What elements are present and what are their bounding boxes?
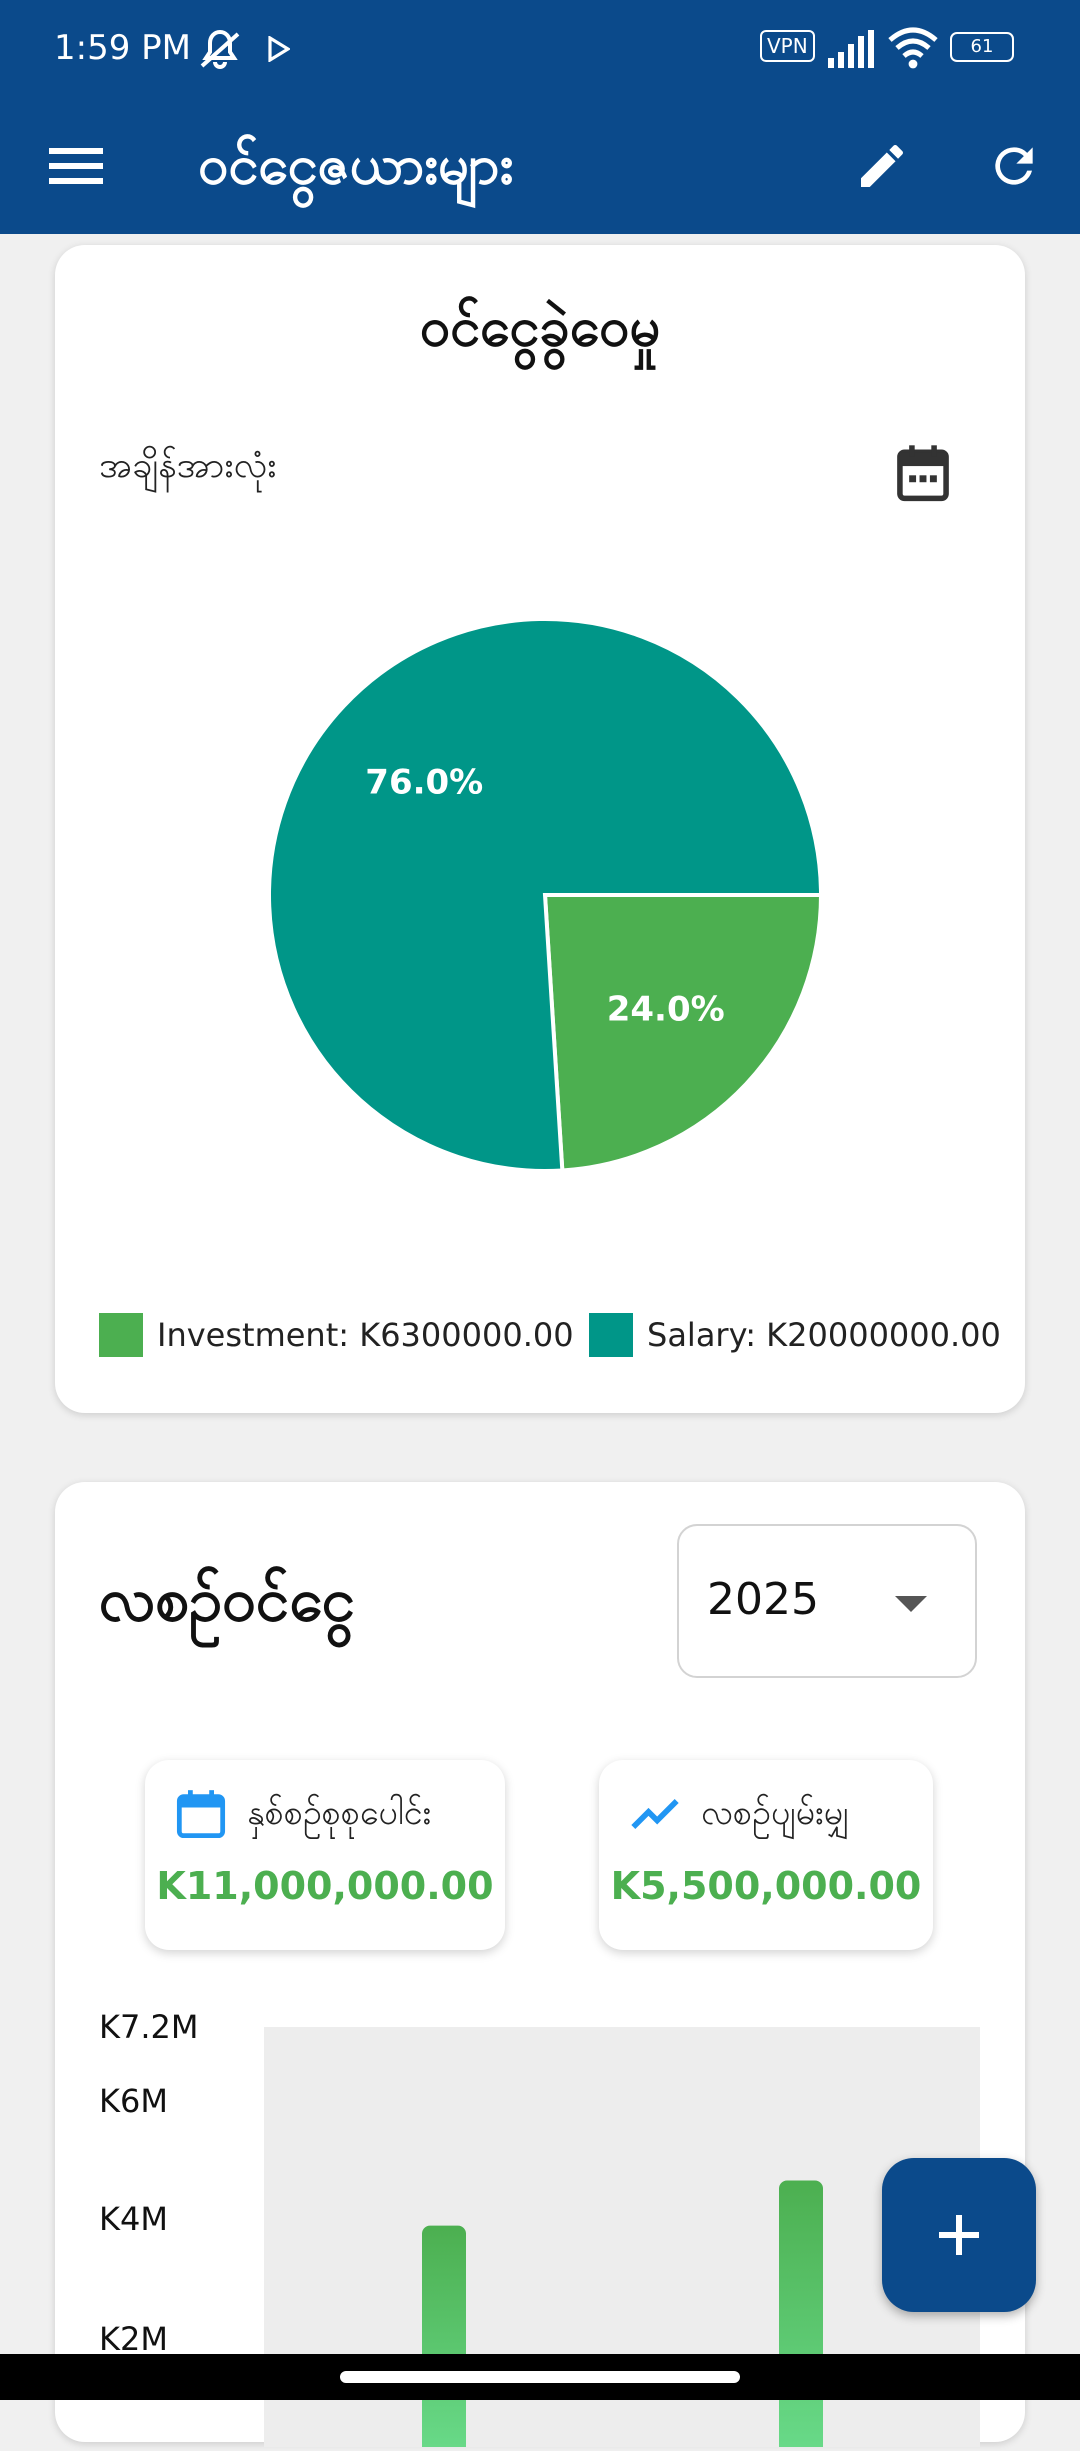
calendar-icon: [897, 445, 949, 502]
menu-button[interactable]: [36, 126, 116, 206]
signal-icon: [828, 30, 874, 68]
refresh-button[interactable]: [974, 126, 1054, 206]
play-store-icon: [268, 36, 290, 62]
year-dropdown[interactable]: 2025: [677, 1524, 977, 1678]
vpn-label: VPN: [767, 34, 808, 58]
edit-button[interactable]: [842, 126, 922, 206]
date-range-button[interactable]: [883, 433, 963, 513]
y-tick-label: K7.2M: [99, 2008, 199, 2046]
income-distribution-card: ဝင်ငွေခွဲဝေမှု အချိန်အားလုံး 24.0% 76.0% …: [55, 245, 1025, 1413]
y-tick-label: K4M: [99, 2200, 168, 2238]
trending-up-icon: [631, 1799, 679, 1829]
bar-2[interactable]: [779, 2180, 823, 2451]
income-pie-chart: 24.0% 76.0%: [267, 617, 824, 1173]
year-value: 2025: [707, 1574, 819, 1625]
status-bar: 1:59 PM VPN 61: [0, 0, 1080, 100]
monthly-income-title: လစဉ်ဝင်ငွေ: [99, 1565, 356, 1635]
pie-slice-salary[interactable]: [267, 617, 824, 1173]
legend-item-investment: Investment: K6300000.00: [99, 1313, 574, 1357]
monthly-income-card: လစဉ်ဝင်ငွေ 2025 နှစ်စဉ်စုစုပေါင်း K11,00…: [55, 1482, 1025, 2451]
monthly-average-card: လစဉ်ပျမ်းမျှ K5,500,000.00: [599, 1760, 933, 1950]
legend-item-salary: Salary: K20000000.00: [589, 1313, 1001, 1357]
pie-legend: Investment: K6300000.00 Salary: K2000000…: [99, 1313, 1019, 1363]
period-label: အချိန်အားလုံး: [99, 445, 277, 486]
pencil-icon: [861, 144, 904, 187]
page-title: ဝင်ငွေဇယားများ: [198, 133, 514, 196]
monthly-average-value: K5,500,000.00: [610, 1864, 922, 1908]
y-tick-label: K6M: [99, 2082, 168, 2120]
app-bar: ဝင်ငွေဇယားများ: [0, 100, 1080, 234]
legend-label-investment: Investment: K6300000.00: [157, 1316, 574, 1354]
wifi-icon: [888, 27, 938, 69]
status-time: 1:59 PM: [54, 28, 191, 68]
legend-swatch-salary: [589, 1313, 633, 1357]
annual-total-card: နှစ်စဉ်စုစုပေါင်း K11,000,000.00: [145, 1760, 505, 1950]
annual-total-label: နှစ်စဉ်စုစုပေါင်း: [247, 1793, 432, 1833]
muted-bell-icon: [200, 29, 240, 69]
legend-swatch-investment: [99, 1313, 143, 1357]
battery-level: 61: [970, 36, 994, 57]
refresh-icon: [995, 147, 1033, 185]
home-gesture-handle[interactable]: [340, 2371, 740, 2383]
annual-total-value: K11,000,000.00: [156, 1864, 494, 1908]
pie-slice-investment[interactable]: [542, 893, 824, 1173]
calendar-icon: [176, 1790, 226, 1839]
legend-label-salary: Salary: K20000000.00: [647, 1316, 1001, 1354]
y-tick-label: K2M: [99, 2320, 168, 2358]
pie-label-investment: 24.0%: [607, 989, 725, 1029]
plus-icon: [939, 2215, 979, 2255]
dropdown-arrow-icon: [895, 1596, 927, 1612]
monthly-average-label: လစဉ်ပျမ်းမျှ: [701, 1793, 850, 1833]
hamburger-menu-icon: [49, 148, 103, 184]
battery-icon: 61: [950, 32, 1014, 62]
pie-label-salary: 76.0%: [365, 763, 483, 803]
distribution-title: ဝင်ငွေခွဲဝေမှု: [419, 295, 661, 358]
vpn-badge: VPN: [760, 30, 815, 62]
bar-1[interactable]: [422, 2225, 466, 2451]
add-income-button[interactable]: [882, 2158, 1036, 2312]
